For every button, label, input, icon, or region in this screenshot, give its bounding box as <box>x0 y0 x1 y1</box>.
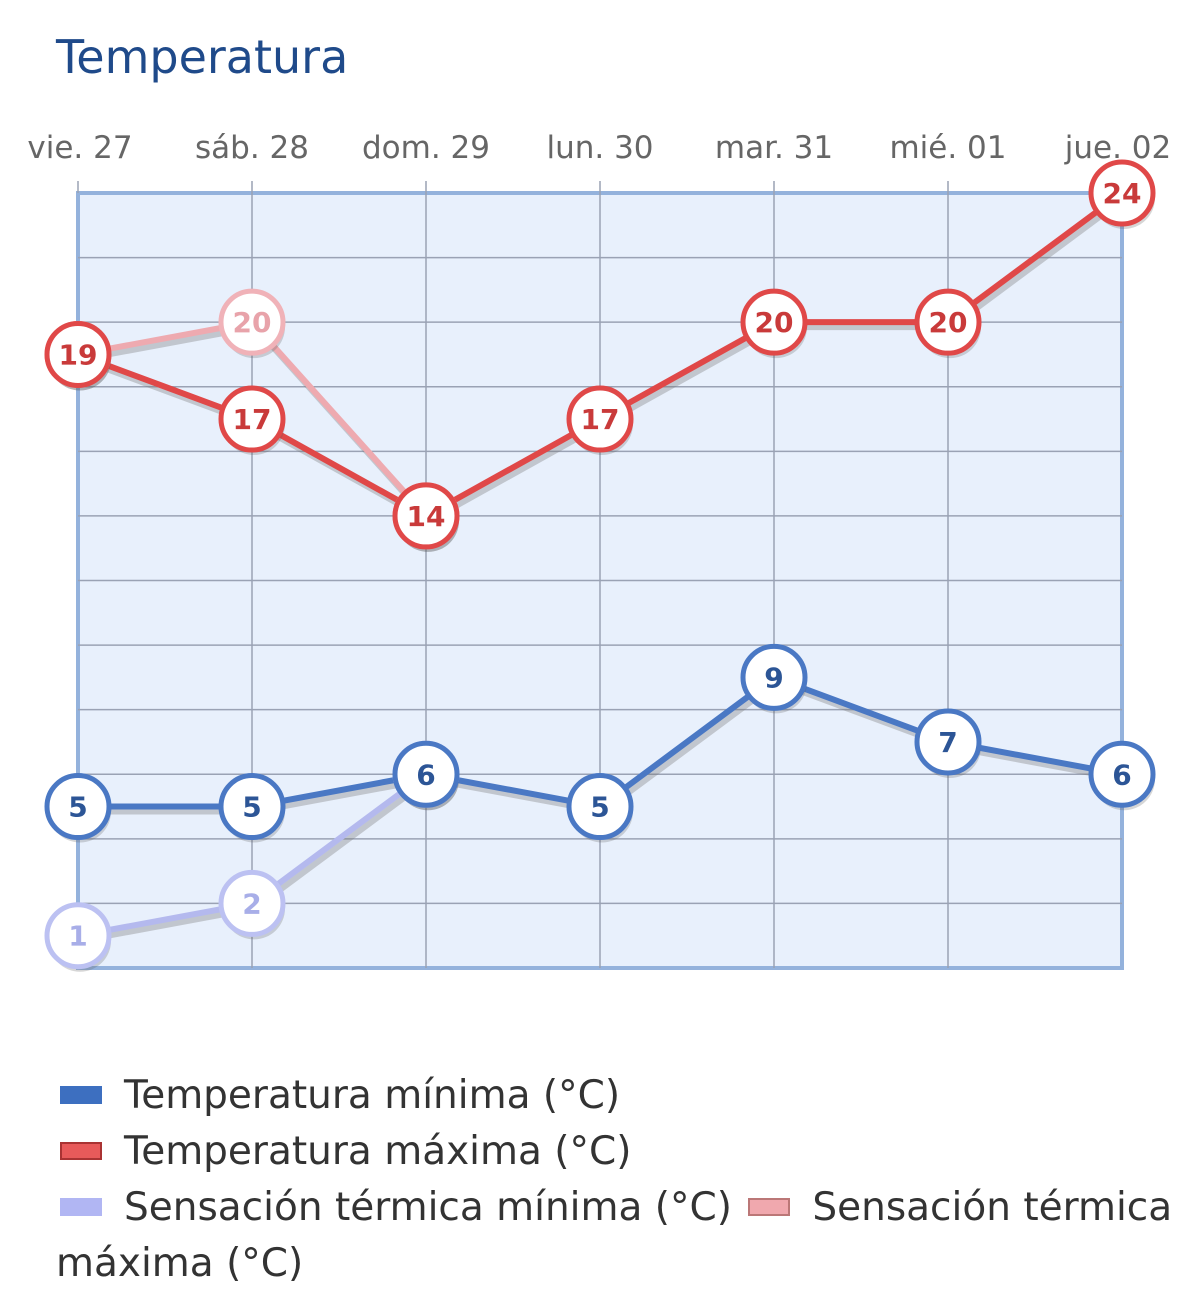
data-point <box>44 902 112 970</box>
data-point <box>392 740 460 808</box>
legend-swatch-feel-max <box>748 1198 791 1216</box>
data-label: 5 <box>590 791 609 824</box>
data-label: 6 <box>416 758 435 791</box>
legend-item-temp-max[interactable]: Temperatura máxima (°C) <box>56 1129 631 1174</box>
x-tick-label: dom. 29 <box>362 130 490 166</box>
data-label: 19 <box>59 338 98 371</box>
data-point <box>44 320 112 388</box>
data-point <box>218 773 286 841</box>
data-label: 6 <box>1112 758 1131 791</box>
temperature-chart: vie. 27 sáb. 28 dom. 29 lun. 30 mar. 31 mié. … <box>27 130 1171 972</box>
data-point <box>566 385 634 453</box>
legend-item-feel-max[interactable]: Sensación térmica máxima (°C) <box>56 1185 1172 1286</box>
data-label: 20 <box>929 306 968 339</box>
data-label: 24 <box>1103 177 1142 210</box>
legend-label-feel-max: Sensación térmica máxima (°C) <box>56 1185 1173 1286</box>
legend-swatch-temp-max <box>60 1142 102 1160</box>
data-point <box>44 773 112 841</box>
x-tick-label: mar. 31 <box>715 130 833 166</box>
legend-label-temp-max: Temperatura máxima (°C) <box>124 1129 632 1174</box>
data-point <box>740 288 808 356</box>
legend-swatch-feel-min <box>60 1198 102 1216</box>
x-tick-label: sáb. 28 <box>195 130 309 166</box>
data-point <box>1088 740 1156 808</box>
data-label: 2 <box>242 887 261 920</box>
data-point <box>218 288 286 356</box>
data-label: 20 <box>233 306 272 339</box>
data-label: 17 <box>233 403 272 436</box>
legend-label-temp-min: Temperatura mínima (°C) <box>124 1073 621 1118</box>
data-point <box>566 773 634 841</box>
x-tick-label: vie. 27 <box>27 130 132 166</box>
legend-item-temp-min[interactable]: Temperatura mínima (°C) <box>56 1073 620 1118</box>
data-label: 20 <box>755 306 794 339</box>
data-point <box>1088 159 1156 227</box>
data-label: 5 <box>242 791 261 824</box>
data-label: 14 <box>407 500 446 533</box>
data-label: 1 <box>68 920 87 953</box>
chart-title: Temperatura <box>56 30 349 84</box>
data-label: 17 <box>581 403 620 436</box>
legend-swatch-temp-min <box>60 1086 102 1104</box>
legend-item-feel-min[interactable]: Sensación térmica mínima (°C) <box>56 1185 732 1230</box>
data-point <box>218 869 286 937</box>
data-label: 9 <box>764 661 783 694</box>
x-tick-label: lun. 30 <box>546 130 653 166</box>
data-point <box>392 482 460 550</box>
data-label: 5 <box>68 791 87 824</box>
x-tick-label: mié. 01 <box>889 130 1006 166</box>
data-label: 7 <box>938 726 957 759</box>
data-point <box>218 385 286 453</box>
data-point <box>914 288 982 356</box>
legend-label-feel-min: Sensación térmica mínima (°C) <box>124 1185 732 1230</box>
data-point <box>914 708 982 776</box>
data-point <box>740 643 808 711</box>
legend: Temperatura mínima (°C) Temperatura máxi… <box>56 1068 1186 1292</box>
